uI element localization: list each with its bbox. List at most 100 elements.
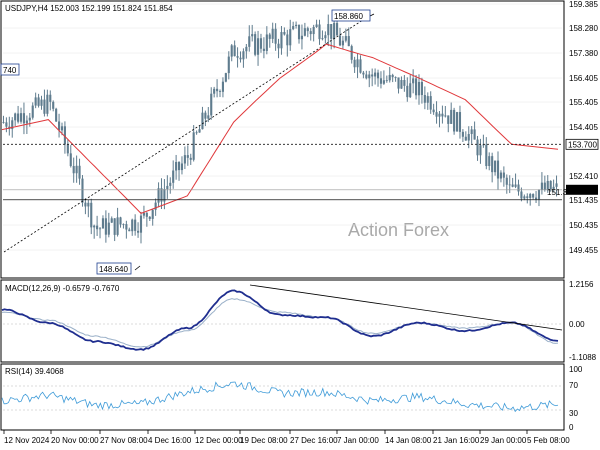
low-label-connector (134, 265, 141, 271)
candle-body (262, 48, 265, 51)
candle-body (280, 32, 283, 49)
candle-body (216, 88, 219, 92)
candle-body (368, 74, 371, 79)
candle-body (148, 216, 151, 219)
macd-panel-frame (0, 279, 565, 363)
candle-body (447, 115, 450, 124)
candle-body (66, 144, 69, 154)
candle-body (362, 72, 365, 75)
left-edge-label: 740 (3, 66, 17, 75)
candle-body (28, 117, 31, 121)
candle-body (5, 122, 8, 127)
candle-body (508, 184, 511, 186)
candle-body (43, 99, 46, 114)
candle-body (14, 113, 17, 121)
candle-body (116, 217, 119, 235)
price-tick-label: 158.280 (569, 24, 598, 33)
candle-body (227, 56, 230, 74)
price-tick-label: 150.435 (569, 221, 598, 230)
candle-body (385, 80, 388, 82)
high-label-box (331, 9, 371, 22)
current-price-tag: 151.854 (568, 186, 597, 195)
candle-body (341, 40, 344, 46)
candle-body (520, 191, 523, 199)
candle-body (379, 78, 383, 84)
candle-body (374, 72, 377, 77)
price-overlays: 158.860 148.640 740 151.3 (0, 9, 568, 275)
ema-line (1, 43, 559, 214)
candle-body (131, 219, 134, 232)
faint-price-label: 151.3 (547, 188, 568, 197)
candle-body (415, 78, 418, 96)
candle-body (400, 80, 403, 89)
price-tick-label: 149.455 (569, 246, 598, 255)
x-tick-label: 27 Dec 16:00 (290, 436, 338, 445)
rsi-tick-label: 100 (569, 365, 583, 374)
candle-body (289, 29, 292, 46)
candle-body (406, 85, 409, 98)
candle-body (426, 96, 429, 103)
candle-body (417, 81, 421, 96)
resistance-tag-box (565, 138, 599, 150)
candle-body (37, 97, 40, 106)
candle-body (218, 91, 222, 92)
candle-body (549, 180, 552, 191)
candle-body (330, 24, 333, 39)
rsi-tick-label: 30 (569, 409, 578, 418)
candle-body (306, 28, 309, 32)
current-price-tag-box (566, 184, 598, 195)
candle-body (101, 218, 105, 229)
candle-body (534, 197, 538, 200)
candle-body (40, 99, 43, 106)
candle-body (248, 36, 251, 47)
candle-body (125, 224, 128, 230)
candle-body (224, 73, 227, 82)
macd-tick-label: 1.2156 (569, 280, 594, 289)
candle-body (502, 172, 505, 178)
candle-body (327, 24, 330, 36)
candle-body (312, 26, 315, 35)
candle-body (441, 113, 444, 117)
macd-divergence-trendline (249, 284, 563, 331)
candle-body (75, 165, 78, 174)
candle-body (55, 108, 58, 122)
low-label: 148.640 (99, 265, 128, 274)
candle-body (303, 28, 306, 36)
rsi-tick-label: 70 (569, 381, 578, 390)
candle-body (420, 81, 423, 96)
x-tick-label: 29 Jan 00:00 (480, 436, 527, 445)
candle-body (11, 120, 14, 130)
price-tick-label: 151.435 (569, 196, 598, 205)
candle-body (251, 34, 254, 37)
candle-body (529, 194, 532, 198)
candle-body (344, 36, 347, 41)
candle-body (183, 155, 186, 164)
candle-body (505, 177, 508, 185)
candle-body (552, 186, 555, 191)
price-tick-label: 156.405 (569, 74, 598, 83)
candle-body (19, 113, 23, 122)
candle-body (347, 36, 350, 47)
candle-body (98, 228, 102, 230)
candle-body (537, 190, 541, 200)
candle-body (186, 155, 189, 158)
candle-body (72, 166, 75, 174)
candle-body (34, 97, 37, 106)
candle-body (403, 80, 406, 86)
candle-body (169, 182, 172, 186)
candle-body (309, 31, 312, 35)
candle-body (523, 196, 526, 199)
candle-body (453, 109, 456, 132)
candle-body (195, 132, 198, 134)
candle-body (90, 202, 93, 228)
candle-body (488, 156, 491, 166)
high-label: 158.860 (334, 12, 363, 21)
candle-body (292, 26, 295, 30)
candle-body (271, 28, 274, 39)
x-tick-label: 14 Jan 08:00 (385, 436, 432, 445)
candle-body (461, 131, 464, 137)
candle-body (49, 94, 52, 102)
candle-body (259, 38, 263, 49)
candle-body (145, 212, 148, 217)
candle-body (198, 129, 201, 133)
